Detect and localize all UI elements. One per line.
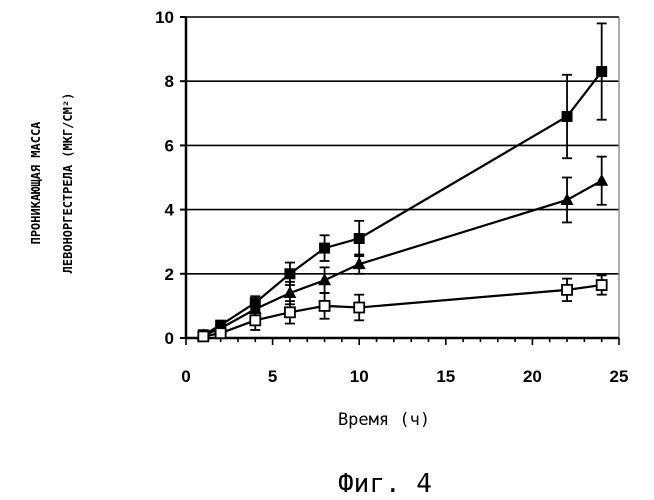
series-3-point-7 — [597, 280, 607, 290]
series-3-point-0 — [198, 331, 208, 341]
plot-frame — [180, 17, 619, 345]
series-1-point-3 — [284, 268, 295, 279]
series-1-point-6 — [562, 111, 573, 122]
x-tick-label-3: 15 — [436, 367, 455, 386]
y-tick-label-5: 10 — [155, 8, 174, 27]
series-2-point-6 — [561, 193, 574, 205]
gridlines — [186, 17, 619, 274]
y-tick-label-2: 4 — [165, 201, 175, 220]
series-1-point-7 — [596, 66, 607, 77]
series-3-point-5 — [354, 303, 364, 313]
series-3-line — [203, 285, 601, 336]
y-axis-title: ПРОНИКАЮЩАЯ МАССА ЛЕВОНОРГЕСТРЕЛА (МКГ/С… — [29, 93, 75, 274]
series-3-point-1 — [216, 328, 226, 338]
series-layer — [197, 23, 608, 341]
series-3-point-4 — [320, 301, 330, 311]
series-3-point-3 — [285, 307, 295, 317]
figure-caption: Фиг. 4 — [338, 469, 432, 499]
x-tick-label-0: 0 — [181, 367, 190, 386]
series-3-point-6 — [562, 285, 572, 295]
x-tick-label-2: 10 — [350, 367, 369, 386]
series-1-point-4 — [319, 243, 330, 254]
y-axis-title-line1: ПРОНИКАЮЩАЯ МАССА — [29, 121, 43, 245]
x-axis-title: Время (ч) — [338, 410, 430, 430]
y-tick-label-0: 0 — [165, 329, 174, 348]
series-2-point-7 — [595, 174, 608, 186]
y-axis-title-line2: ЛЕВОНОРГЕСТРЕЛА (МКГ/СМ²) — [61, 93, 75, 274]
series-2-line — [203, 181, 601, 336]
series-3-point-2 — [250, 315, 260, 325]
y-tick-label-3: 6 — [165, 136, 174, 155]
y-tick-label-1: 2 — [165, 265, 174, 284]
x-tick-label-1: 5 — [268, 367, 277, 386]
x-tick-labels: 0 5 10 15 20 25 — [181, 367, 628, 386]
series-2 — [197, 157, 608, 341]
x-tick-label-4: 20 — [523, 367, 542, 386]
series-1-point-5 — [354, 233, 365, 244]
y-tick-labels: 0 2 4 6 8 10 — [155, 8, 174, 348]
series-1-line — [203, 72, 601, 335]
y-tick-label-4: 8 — [165, 72, 174, 91]
x-tick-label-5: 25 — [610, 367, 629, 386]
